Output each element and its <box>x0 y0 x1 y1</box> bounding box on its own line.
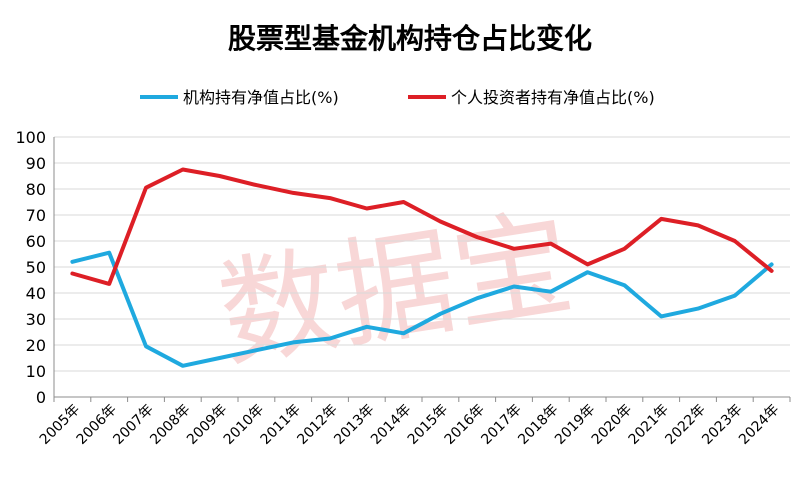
x-tick-label: 2018年 <box>515 402 561 448</box>
y-tick-label: 70 <box>26 206 46 225</box>
x-tick-label: 2009年 <box>184 402 230 448</box>
x-tick-label: 2005年 <box>37 402 83 448</box>
legend-item-institutional: 机构持有净值占比(%) <box>140 88 339 107</box>
y-tick-label: 60 <box>26 232 46 251</box>
x-tick-label: 2021年 <box>626 402 672 448</box>
y-tick-label: 30 <box>26 310 46 329</box>
legend-item-individual: 个人投资者持有净值占比(%) <box>408 88 655 107</box>
x-axis-ticks: 2005年2006年2007年2008年2009年2010年2011年2012年… <box>37 397 791 448</box>
legend-label-institutional: 机构持有净值占比(%) <box>183 88 339 107</box>
y-tick-label: 90 <box>26 154 46 173</box>
y-tick-label: 0 <box>36 388 46 407</box>
x-tick-label: 2024年 <box>736 402 782 448</box>
gridlines <box>54 136 790 372</box>
x-tick-label: 2007年 <box>110 402 156 448</box>
y-tick-label: 10 <box>26 362 46 381</box>
x-tick-label: 2014年 <box>368 402 414 448</box>
x-tick-label: 2012年 <box>294 402 340 448</box>
y-tick-label: 40 <box>26 284 46 303</box>
series-line-individual <box>70 167 774 286</box>
x-tick-label: 2020年 <box>589 402 635 448</box>
series-lines <box>70 167 774 368</box>
x-tick-label: 2006年 <box>74 402 120 448</box>
chart-title: 股票型基金机构持仓占比变化 <box>228 22 592 55</box>
legend-label-individual: 个人投资者持有净值占比(%) <box>451 88 655 107</box>
x-tick-label: 2008年 <box>147 402 193 448</box>
y-tick-label: 100 <box>15 128 46 147</box>
x-tick-label: 2011年 <box>258 402 304 448</box>
x-tick-label: 2010年 <box>221 402 267 448</box>
x-tick-label: 2015年 <box>405 402 451 448</box>
series-line-institutional <box>70 250 774 368</box>
x-tick-label: 2019年 <box>552 402 598 448</box>
x-tick-label: 2016年 <box>442 402 488 448</box>
x-tick-label: 2017年 <box>478 402 524 448</box>
y-axis-ticks: 0 10 20 30 40 50 60 70 80 90 100 <box>15 128 46 407</box>
y-tick-label: 80 <box>26 180 46 199</box>
x-tick-label: 2013年 <box>331 402 377 448</box>
x-tick-label: 2022年 <box>662 402 708 448</box>
y-tick-label: 50 <box>26 258 46 277</box>
legend: 机构持有净值占比(%) 个人投资者持有净值占比(%) <box>140 88 655 107</box>
y-tick-label: 20 <box>26 336 46 355</box>
x-tick-label: 2023年 <box>699 402 745 448</box>
